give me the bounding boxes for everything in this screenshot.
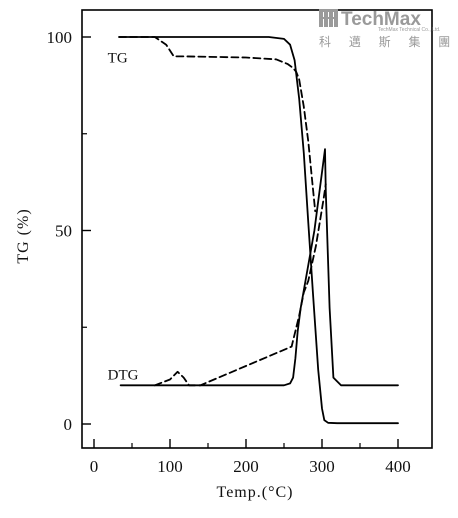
solid-series-line-1 — [118, 36, 399, 425]
y-tick-label: 0 — [64, 415, 73, 434]
x-tick-label: 0 — [90, 457, 99, 476]
curve-label-tg: TG — [108, 50, 128, 66]
techmax-logo-mark — [319, 9, 338, 27]
y-tick-label: 50 — [55, 222, 72, 241]
x-axis-title: Temp.(°C) — [217, 484, 294, 501]
watermark-name: TechMax — [341, 9, 421, 30]
y-axis-ticks: 0 50 100 — [47, 28, 91, 434]
curve-label-dtg: DTG — [108, 368, 139, 384]
dashed-series-line-4 — [153, 183, 327, 387]
x-tick-label: 100 — [157, 457, 183, 476]
techmax-watermark-logo: TechMax TechMax Technical Co., Ltd. 科 邁 … — [319, 9, 456, 49]
y-tick-label: 100 — [47, 28, 73, 47]
dashed-series-line-2 — [118, 36, 317, 213]
solid-series-line-3 — [119, 148, 399, 387]
watermark-tagline: TechMax Technical Co., Ltd. — [378, 27, 440, 33]
x-axis-ticks: 0 100 200 300 400 — [90, 439, 411, 476]
x-tick-label: 300 — [309, 457, 335, 476]
watermark-chinese: 科 邁 斯 集 團 — [319, 34, 456, 49]
annotation-layer: TG DTG — [108, 50, 139, 383]
y-axis-title: TG (%) — [15, 208, 32, 263]
plot-frame — [81, 9, 433, 449]
series-layer — [118, 36, 399, 425]
x-tick-label: 400 — [385, 457, 411, 476]
x-tick-label: 200 — [233, 457, 259, 476]
